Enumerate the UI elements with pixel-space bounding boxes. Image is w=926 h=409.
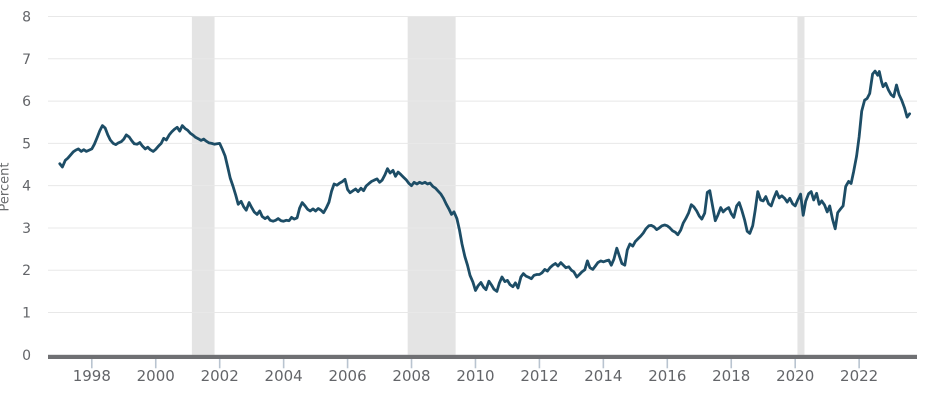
y-tick-label: 3: [22, 221, 31, 237]
x-axis-baseline: [48, 354, 917, 359]
x-tick-label: 2016: [648, 367, 686, 385]
x-tick-label: 2010: [456, 367, 494, 385]
y-tick-label: 4: [22, 179, 31, 195]
x-tick-label: 2008: [392, 367, 430, 385]
x-tick-label: 2022: [840, 367, 878, 385]
x-tick-label: 2020: [776, 367, 814, 385]
x-tick-label: 2004: [265, 367, 303, 385]
y-tick-label: 0: [22, 348, 31, 364]
y-tick-label: 2: [22, 263, 31, 279]
x-axis-labels: 1998 2000 2002 2004 2006 2008 2010 2012 2014 2016…: [73, 367, 879, 385]
x-tick-label: 1998: [73, 367, 111, 385]
x-axis-ticks: [91, 359, 860, 369]
y-axis-labels: 0 1 2 3 4 5 6 7 8: [22, 10, 31, 364]
x-tick-label: 2006: [328, 367, 366, 385]
series-line: [58, 69, 911, 293]
x-tick-label: 2000: [137, 367, 175, 385]
x-axis-line: [48, 354, 917, 359]
y-axis-title: Percent: [0, 163, 13, 212]
data-series: [58, 69, 911, 293]
y-tick-label: 6: [22, 94, 31, 110]
x-tick-label: 2014: [584, 367, 622, 385]
x-tick-label: 2012: [520, 367, 558, 385]
gridlines: [48, 16, 917, 314]
y-tick-label: 1: [22, 306, 31, 322]
y-tick-label: 5: [22, 136, 31, 152]
y-tick-label: 7: [22, 52, 31, 68]
x-tick-label: 2002: [201, 367, 239, 385]
x-tick-label: 2018: [712, 367, 750, 385]
y-tick-label: 8: [22, 10, 31, 26]
